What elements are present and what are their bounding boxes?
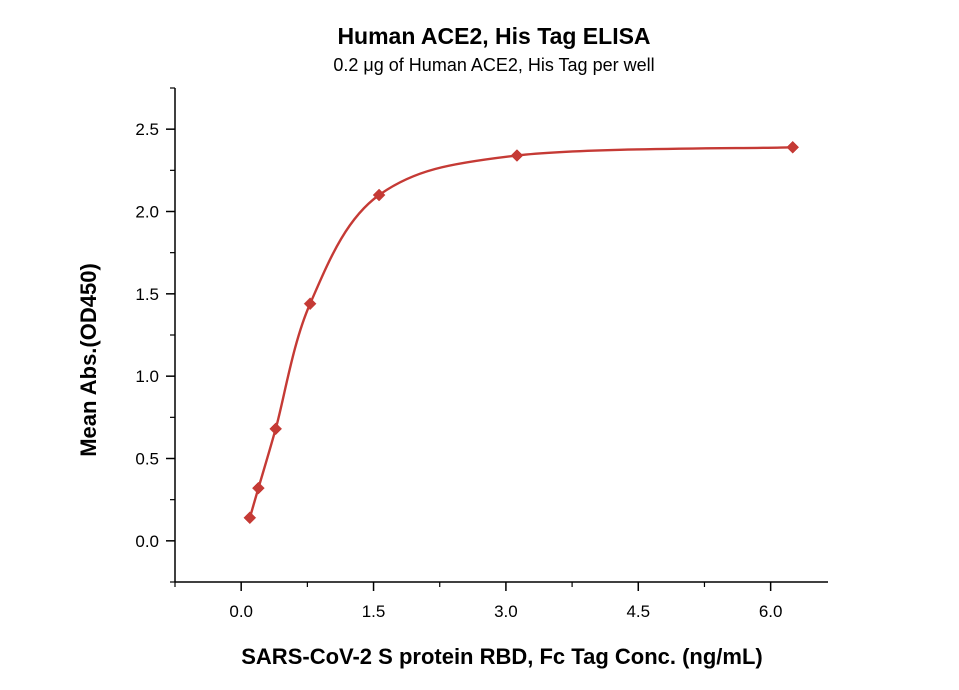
y-tick-label: 2.5 — [135, 120, 159, 139]
data-point — [269, 422, 283, 436]
fit-curve — [248, 146, 793, 519]
y-axis-title: Mean Abs.(OD450) — [76, 263, 101, 457]
x-tick-label: 6.0 — [759, 602, 783, 621]
data-point — [303, 297, 317, 311]
y-tick-label: 0.5 — [135, 450, 159, 469]
axes: 0.0 1.5 3.0 4.5 6.0 0.0 0.5 1.0 1.5 2.0 2.5 — [135, 87, 828, 621]
y-tick-label: 1.0 — [135, 367, 159, 386]
data-point — [510, 149, 524, 162]
data-point — [786, 140, 800, 154]
data-points-layer — [243, 140, 800, 525]
x-tick-label: 0.0 — [229, 602, 253, 621]
data-point — [243, 511, 257, 525]
x-axis-title: SARS-CoV-2 S protein RBD, Fc Tag Conc. (… — [241, 644, 763, 669]
data-point — [372, 188, 386, 202]
y-tick-label: 0.0 — [135, 532, 159, 551]
x-tick-label: 4.5 — [626, 602, 650, 621]
fit-curve-layer — [248, 146, 793, 519]
y-tick-label: 2.0 — [135, 203, 159, 222]
chart-title: Human ACE2, His Tag ELISA — [337, 23, 650, 49]
y-tick-label: 1.5 — [135, 285, 159, 304]
data-point — [252, 481, 265, 495]
x-tick-label: 3.0 — [494, 602, 518, 621]
x-tick-label: 1.5 — [362, 602, 386, 621]
chart-subtitle: 0.2 μg of Human ACE2, His Tag per well — [333, 55, 654, 75]
